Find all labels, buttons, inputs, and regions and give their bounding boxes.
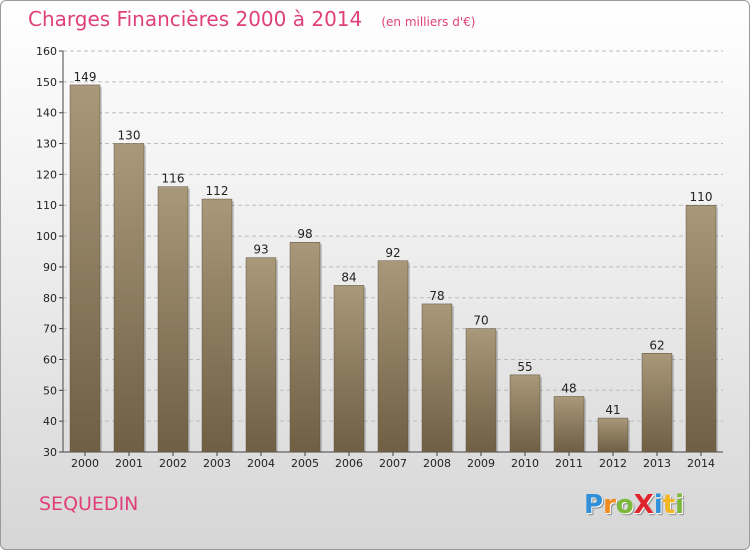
value-label: 110 [690, 190, 713, 204]
x-tick-label: 2004 [247, 457, 275, 470]
bar-2011[interactable] [553, 396, 585, 453]
value-label: 70 [473, 314, 488, 328]
brand-letter: i [653, 490, 663, 520]
bar-2004[interactable] [245, 257, 277, 453]
bar-2012[interactable] [597, 417, 629, 453]
y-tick-label: 120 [36, 168, 57, 181]
bar-2007[interactable] [377, 260, 409, 453]
bar-2000[interactable] [69, 84, 101, 453]
value-label: 84 [341, 270, 356, 284]
x-tick-label: 2002 [159, 457, 187, 470]
brand-logo[interactable]: ProXiti [584, 490, 684, 520]
y-tick-label: 50 [43, 384, 57, 397]
bar-2003[interactable] [201, 198, 233, 453]
bar-2010[interactable] [509, 374, 541, 453]
value-label: 48 [561, 381, 576, 395]
y-tick-label: 40 [43, 415, 57, 428]
value-label: 62 [649, 338, 664, 352]
brand-letter: r [603, 490, 616, 520]
y-tick-label: 60 [43, 353, 57, 366]
city-name: SEQUEDIN [39, 493, 139, 515]
x-tick-label: 2013 [643, 457, 671, 470]
x-tick-label: 2000 [71, 457, 99, 470]
x-tick-label: 2012 [599, 457, 627, 470]
value-label: 92 [385, 246, 400, 260]
value-label: 130 [118, 129, 141, 143]
bars [69, 84, 718, 453]
value-label: 116 [162, 172, 185, 186]
chart-unit: (en milliers d'€) [381, 15, 476, 29]
chart-title: Charges Financières 2000 à 2014 [28, 7, 363, 31]
y-tick-label: 150 [36, 76, 57, 89]
brand-letter: i [675, 490, 685, 520]
brand-letter: X [633, 490, 654, 520]
x-tick-label: 2006 [335, 457, 363, 470]
bar-2005[interactable] [289, 241, 321, 453]
bar-2006[interactable] [333, 285, 365, 453]
x-tick-label: 2005 [291, 457, 319, 470]
y-tick-label: 110 [36, 199, 57, 212]
value-label: 93 [253, 243, 268, 257]
y-tick-label: 130 [36, 138, 57, 151]
y-tick-label: 90 [43, 261, 57, 274]
brand-letter: t [662, 490, 676, 520]
x-tick-label: 2009 [467, 457, 495, 470]
x-tick-label: 2008 [423, 457, 451, 470]
bar-2014[interactable] [685, 204, 717, 453]
bar-2001[interactable] [113, 143, 145, 453]
bar-2002[interactable] [157, 186, 189, 453]
y-tick-label: 140 [36, 107, 57, 120]
y-tick-label: 80 [43, 292, 57, 305]
title-row: Charges Financières 2000 à 2014 (en mill… [28, 7, 475, 31]
y-tick-label: 70 [43, 323, 57, 336]
x-tick-label: 2003 [203, 457, 231, 470]
brand-letter: o [615, 490, 634, 520]
bar-2013[interactable] [641, 353, 673, 453]
x-tick-label: 2011 [555, 457, 583, 470]
x-tick-label: 2007 [379, 457, 407, 470]
value-label: 149 [74, 70, 97, 84]
x-tick-label: 2014 [687, 457, 715, 470]
bar-2009[interactable] [465, 328, 497, 453]
x-tick-label: 2010 [511, 457, 539, 470]
x-tick-label: 2001 [115, 457, 143, 470]
y-tick-label: 100 [36, 230, 57, 243]
value-label: 41 [605, 403, 620, 417]
y-tick-label: 160 [36, 45, 57, 58]
brand-letter: P [584, 490, 604, 520]
y-tick-label: 30 [43, 446, 57, 459]
value-label: 55 [517, 360, 532, 374]
labels: 30 40 50 60 70 80 90 100 110 120 130 140 150 160 149 20… [36, 45, 715, 470]
bar-2008[interactable] [421, 303, 453, 453]
value-label: 98 [297, 227, 312, 241]
value-label: 112 [206, 184, 229, 198]
value-label: 78 [429, 289, 444, 303]
